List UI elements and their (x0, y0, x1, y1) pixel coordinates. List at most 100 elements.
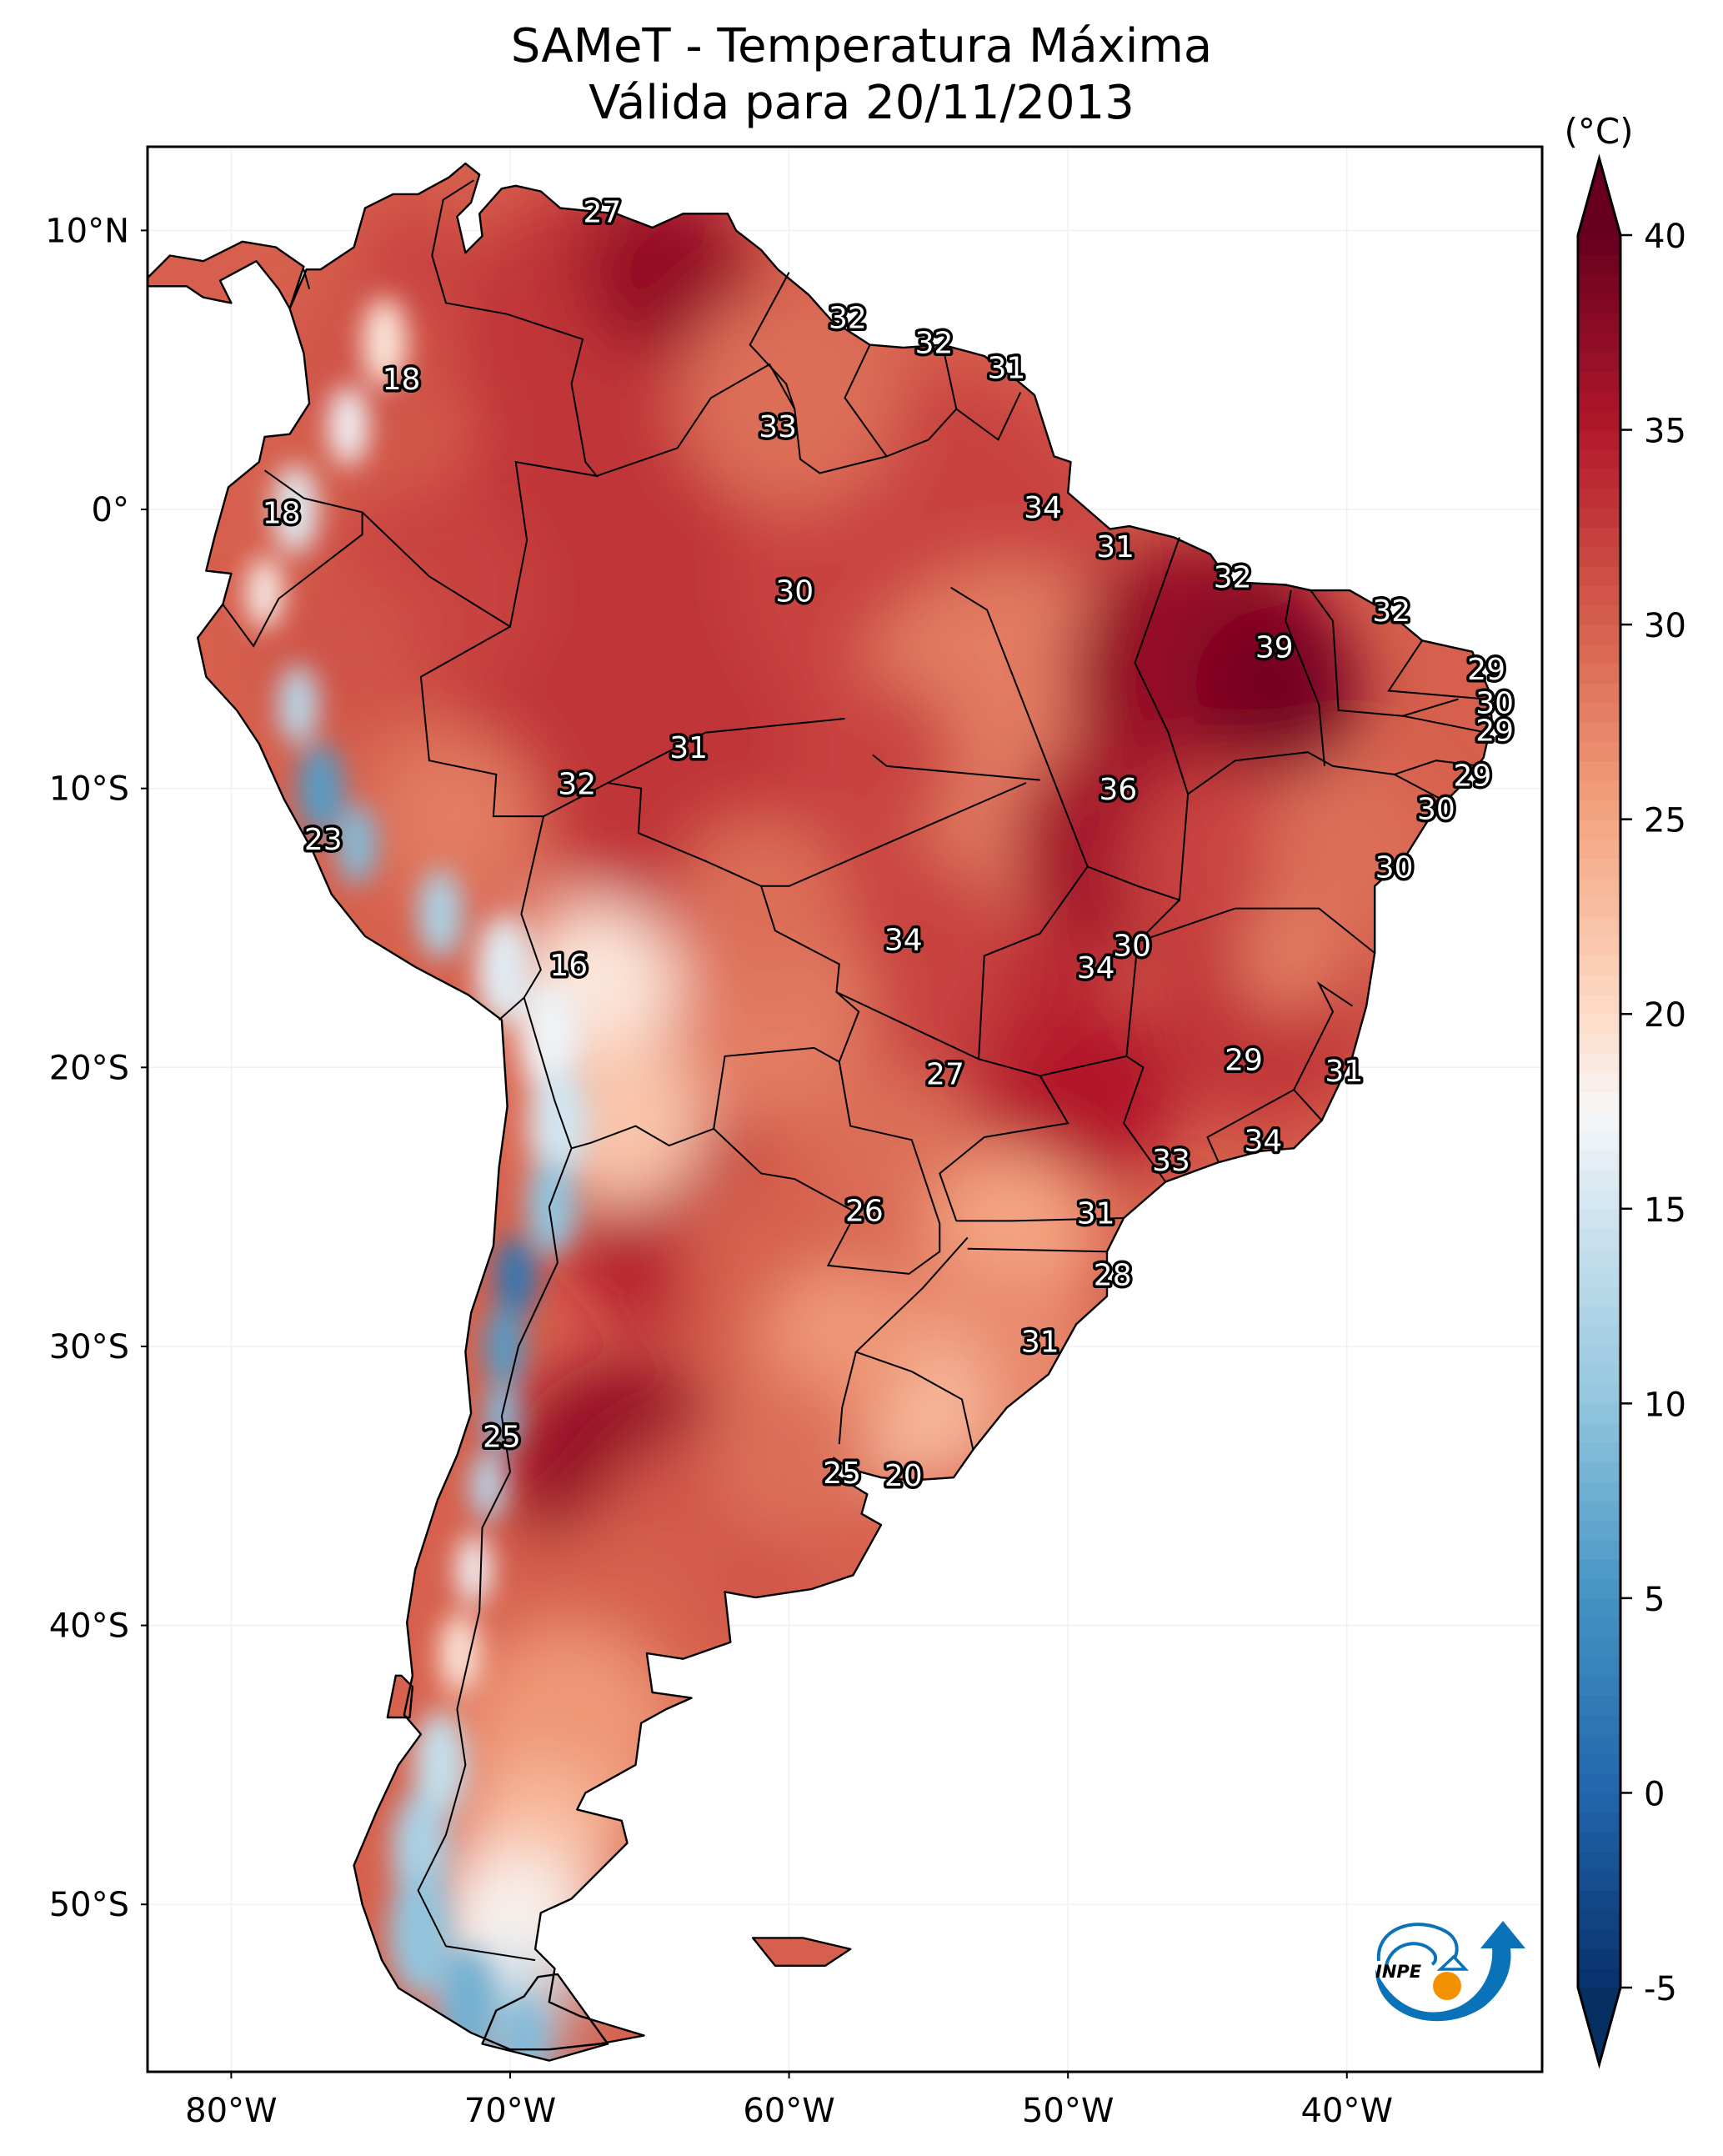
station-label: 28 (1094, 1258, 1132, 1292)
colorbar-segment (1578, 702, 1620, 723)
station-label: 31 (1096, 530, 1134, 564)
y-tick-label: 0° (92, 491, 129, 529)
colorbar-segment (1578, 663, 1620, 684)
temperature-field (148, 163, 1492, 2061)
x-tick-label: 80°W (185, 2092, 277, 2130)
colorbar-segment (1578, 955, 1620, 976)
colorbar-segments (1578, 158, 1620, 2064)
border-line (1187, 751, 1448, 804)
andes-cold-blob (413, 1711, 468, 1819)
station-label: 27 (926, 1057, 964, 1091)
border-line (955, 392, 1022, 441)
colorbar-tick-label: 25 (1644, 802, 1686, 840)
title-line-1: SAMeT - Temperatura Máxima (510, 19, 1213, 73)
colorbar-tick-label: 5 (1644, 1581, 1665, 1619)
station-label: 31 (988, 352, 1026, 386)
border-line (607, 718, 845, 784)
colorbar-segment (1578, 488, 1620, 509)
colorbar-segment (1578, 897, 1620, 918)
colorbar-segment (1578, 1383, 1620, 1404)
colorbar-segment (1578, 683, 1620, 704)
y-tick-label: 10°S (49, 770, 129, 809)
colorbar-segment (1578, 760, 1620, 781)
colorbar-segment (1578, 1656, 1620, 1677)
station-label: 30 (1417, 792, 1455, 826)
colorbar-segment (1578, 1442, 1620, 1462)
colorbar-segment (1578, 1520, 1620, 1541)
andes-cold-blob (527, 1157, 577, 1256)
colorbar-segment (1578, 935, 1620, 956)
colorbar-tick-label: 15 (1644, 1191, 1686, 1230)
border-line (523, 781, 860, 1150)
colorbar-segment (1578, 1597, 1620, 1618)
colorbar-segment (1578, 1481, 1620, 1502)
colorbar: (°C) -5 0 5 10 15 20 25 30 35 40 (1564, 111, 1686, 2069)
station-label: 39 (1255, 630, 1294, 664)
border-line (1122, 1055, 1167, 1183)
colorbar-segment (1578, 858, 1620, 879)
station-label: 32 (1214, 561, 1252, 595)
andes-cold-blob (531, 1065, 590, 1181)
colorbar-segment (1578, 1968, 1620, 1988)
station-label: 30 (1375, 851, 1414, 885)
colorbar-segment (1578, 1539, 1620, 1560)
colorbar-segment (1578, 352, 1620, 373)
border-line (1387, 639, 1487, 700)
y-tick-label: 30°S (49, 1328, 129, 1366)
andes-cold-blob (247, 557, 283, 629)
border-line (1402, 714, 1487, 734)
colorbar-segment (1578, 839, 1620, 859)
colorbar-segment (1578, 1928, 1620, 1949)
border-line (1137, 907, 1375, 954)
station-label: 30 (1113, 929, 1151, 963)
colorbar-segment (1578, 1870, 1620, 1891)
colorbar-segment (1578, 527, 1620, 548)
station-label: 33 (1152, 1144, 1190, 1178)
station-label: 31 (1077, 1197, 1115, 1231)
colorbar-segment (1578, 429, 1620, 450)
station-label: 29 (1225, 1044, 1263, 1078)
station-label: 30 (775, 574, 814, 609)
colorbar-segment (1578, 741, 1620, 762)
logo-swirl-outer (1376, 1923, 1459, 1964)
colorbar-segment (1578, 566, 1620, 586)
andes-cold-blob (456, 1533, 492, 1606)
border-line (844, 344, 888, 457)
y-axis-ticks: 10°N 0° 10°S 20°S 30°S 40°S 50°S (45, 212, 148, 1924)
station-label: 34 (884, 924, 923, 958)
colorbar-tick-label: 10 (1644, 1386, 1686, 1424)
colorbar-segment (1578, 507, 1620, 528)
colorbar-tick-label: 30 (1644, 607, 1686, 645)
colorbar-segment (1578, 1832, 1620, 1853)
colorbar-segment (1578, 313, 1620, 333)
colorbar-segment (1578, 1617, 1620, 1638)
border-line (713, 1061, 941, 1275)
colorbar-segment (1578, 1695, 1620, 1716)
colorbar-unit-label: (°C) (1564, 111, 1633, 152)
y-tick-label: 10°N (45, 212, 129, 250)
colorbar-segment (1578, 1364, 1620, 1385)
colorbar-segment (1578, 332, 1620, 353)
andes-cold-blob (469, 1450, 506, 1522)
colorbar-tick-label: 40 (1644, 218, 1686, 256)
border-line (222, 512, 363, 648)
colorbar-segment (1578, 1052, 1620, 1073)
colorbar-segment (1578, 604, 1620, 625)
colorbar-segment (1578, 371, 1620, 392)
station-label: 20 (884, 1459, 923, 1493)
colorbar-segment (1578, 390, 1620, 411)
y-tick-label: 50°S (49, 1886, 129, 1924)
station-label: 34 (1244, 1125, 1282, 1159)
colorbar-tick-label: -5 (1644, 1970, 1677, 2008)
colorbar-segment (1578, 1948, 1620, 1969)
x-axis-ticks: 80°W 70°W 60°W 50°W 40°W (185, 2072, 1393, 2130)
colorbar-segment (1578, 254, 1620, 275)
political-borders (222, 179, 1487, 1962)
y-tick-label: 40°S (49, 1607, 129, 1646)
border-line (761, 782, 1027, 887)
station-label: 29 (1467, 653, 1505, 687)
temperature-blob (579, 188, 748, 357)
